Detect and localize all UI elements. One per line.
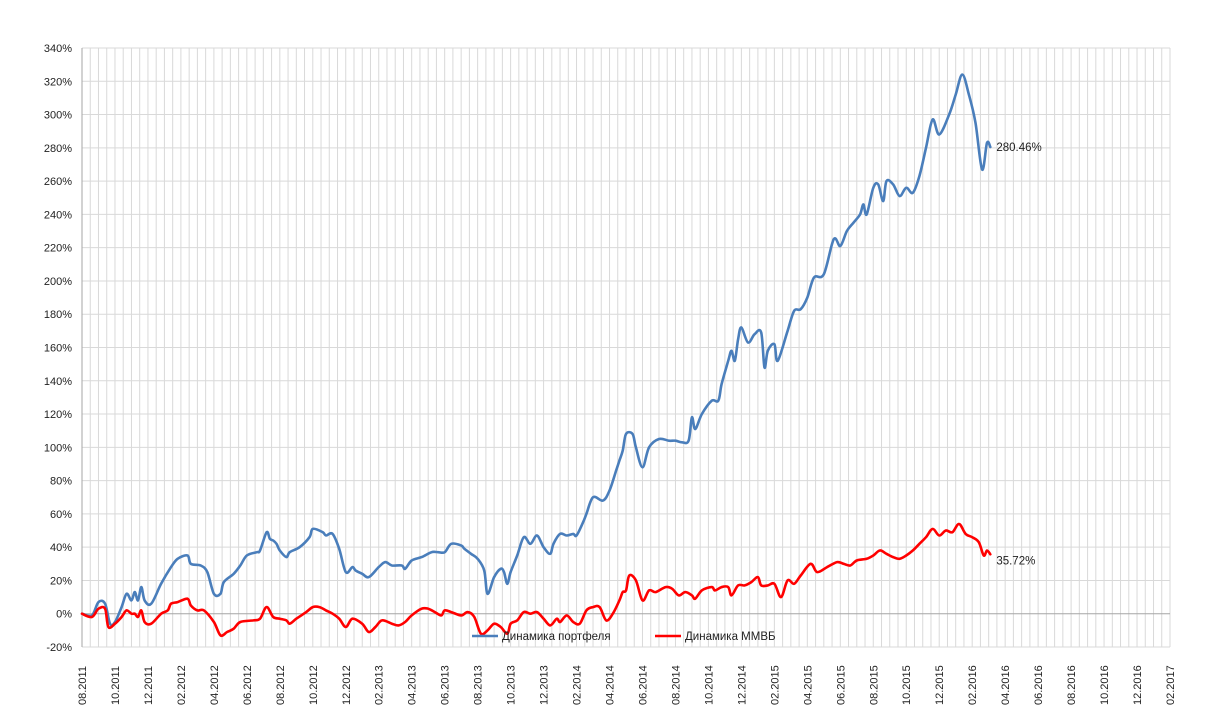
x-tick-label: 02.2016 <box>967 665 979 705</box>
x-tick-label: 10.2012 <box>308 665 320 705</box>
portfolio-line <box>80 73 992 627</box>
x-tick-label: 08.2013 <box>473 665 485 705</box>
x-tick-label: 12.2014 <box>736 665 748 705</box>
x-tick-label: 04.2015 <box>802 665 814 705</box>
y-tick-label: 220% <box>44 243 72 255</box>
y-tick-label: 140% <box>44 376 72 388</box>
x-tick-label: 08.2011 <box>77 666 89 705</box>
y-tick-label: 300% <box>44 110 72 122</box>
x-tick-label: 02.2013 <box>374 665 386 705</box>
x-tick-label: 04.2012 <box>209 665 221 705</box>
legend: Динамика портфеля Динамика ММВБ <box>472 631 776 643</box>
y-tick-label: -20% <box>46 642 72 654</box>
x-tick-label: 08.2014 <box>670 665 682 705</box>
y-tick-label: 160% <box>44 343 72 355</box>
x-tick-label: 10.2013 <box>506 665 518 705</box>
legend-label-portfolio: Динамика портфеля <box>502 631 611 643</box>
y-tick-label: 60% <box>50 509 72 521</box>
x-tick-label: 12.2011 <box>143 666 155 705</box>
end-labels: 280.46% 35.72% <box>996 142 1041 567</box>
x-tick-label: 12.2015 <box>934 665 946 705</box>
y-tick-label: 40% <box>50 542 72 554</box>
x-tick-label: 04.2016 <box>1000 665 1012 705</box>
y-tick-label: 80% <box>50 476 72 488</box>
x-tick-label: 02.2014 <box>572 665 584 705</box>
y-tick-label: 260% <box>44 176 72 188</box>
x-tick-label: 02.2012 <box>176 665 188 705</box>
x-tick-label: 12.2016 <box>1132 665 1144 705</box>
x-tick-label: 06.2012 <box>242 665 254 705</box>
y-tick-label: 120% <box>44 409 72 421</box>
x-tick-label: 06.2013 <box>440 665 452 705</box>
y-tick-label: 20% <box>50 575 72 587</box>
x-tick-label: 08.2015 <box>868 665 880 705</box>
legend-label-mmvb: Динамика ММВБ <box>685 631 776 643</box>
x-tick-label: 10.2011 <box>110 666 122 705</box>
x-tick-label: 04.2014 <box>605 665 617 705</box>
y-tick-label: 280% <box>44 143 72 155</box>
y-tick-label: 100% <box>44 442 72 454</box>
x-tick-label: 02.2017 <box>1165 665 1177 705</box>
x-tick-label: 02.2015 <box>769 665 781 705</box>
mmvb-line <box>80 522 992 638</box>
series-lines <box>80 73 992 638</box>
y-tick-label: 0% <box>56 609 72 621</box>
y-axis: -20% 0% 20% 40% 60% 80% 100% 120% 140% 160% 180% 20… <box>44 43 72 654</box>
mmvb-end-label: 35.72% <box>996 555 1035 567</box>
x-tick-label: 12.2013 <box>539 665 551 705</box>
x-tick-label: 10.2016 <box>1099 665 1111 705</box>
y-tick-label: 200% <box>44 276 72 288</box>
x-tick-label: 08.2012 <box>275 665 287 705</box>
x-tick-label: 06.2014 <box>637 665 649 705</box>
y-tick-label: 340% <box>44 43 72 55</box>
x-tick-label: 12.2012 <box>341 665 353 705</box>
x-tick-label: 04.2013 <box>407 665 419 705</box>
grid <box>81 47 1171 648</box>
y-tick-label: 180% <box>44 309 72 321</box>
x-tick-label: 10.2014 <box>703 665 715 705</box>
x-axis: 08.2011 10.2011 12.2011 02.2012 04.2012 06.20… <box>77 665 1177 705</box>
x-tick-label: 10.2015 <box>901 665 913 705</box>
x-tick-label: 08.2016 <box>1066 665 1078 705</box>
y-tick-label: 240% <box>44 209 72 221</box>
x-tick-label: 06.2016 <box>1033 665 1045 705</box>
portfolio-end-label: 280.46% <box>996 142 1041 154</box>
y-tick-label: 320% <box>44 76 72 88</box>
x-tick-label: 06.2015 <box>835 665 847 705</box>
